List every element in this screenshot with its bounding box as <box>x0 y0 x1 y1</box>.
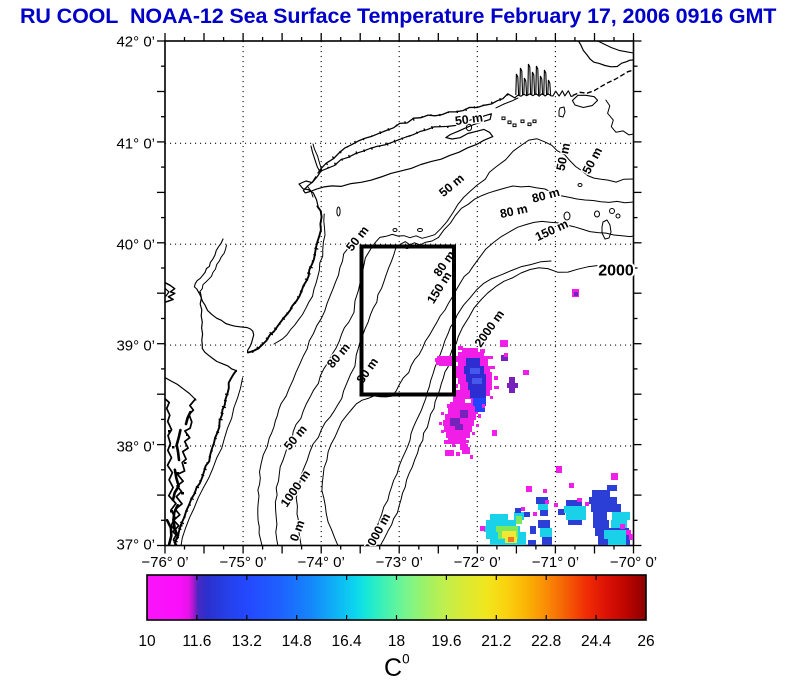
svg-text:42° 0’: 42° 0’ <box>116 33 155 50</box>
svg-text:10: 10 <box>138 633 156 650</box>
svg-text:37° 0’: 37° 0’ <box>116 536 155 553</box>
svg-text:40° 0’: 40° 0’ <box>116 237 155 254</box>
svg-text:14.8: 14.8 <box>282 633 312 650</box>
svg-text:150 m: 150 m <box>533 217 571 244</box>
svg-text:22.8: 22.8 <box>531 633 561 650</box>
svg-text:−74° 0’: −74° 0’ <box>298 554 345 571</box>
svg-text:80 m: 80 m <box>324 340 353 371</box>
svg-text:−76° 0’: −76° 0’ <box>141 554 188 571</box>
svg-text:41° 0’: 41° 0’ <box>116 136 155 153</box>
svg-text:0 m: 0 m <box>287 518 307 543</box>
svg-text:−75° 0’: −75° 0’ <box>219 554 266 571</box>
svg-text:−73° 0’: −73° 0’ <box>376 554 423 571</box>
svg-text:2000 m: 2000 m <box>361 511 393 554</box>
svg-text:−71° 0’: −71° 0’ <box>532 554 579 571</box>
svg-text:−70° 0’: −70° 0’ <box>610 554 657 571</box>
svg-text:2000: 2000 <box>598 263 634 280</box>
svg-text:19.6: 19.6 <box>431 633 461 650</box>
svg-text:26: 26 <box>637 633 654 650</box>
svg-text:50 m: 50 m <box>554 142 574 172</box>
svg-text:50 m: 50 m <box>281 422 310 453</box>
svg-text:24.4: 24.4 <box>581 633 612 650</box>
svg-text:−72° 0’: −72° 0’ <box>454 554 501 571</box>
svg-text:16.4: 16.4 <box>332 633 363 650</box>
svg-text:50 m: 50 m <box>454 110 484 128</box>
svg-text:18: 18 <box>388 633 405 650</box>
svg-text:11.6: 11.6 <box>182 633 211 650</box>
svg-text:38° 0’: 38° 0’ <box>116 438 155 455</box>
svg-text:80 m: 80 m <box>354 355 382 386</box>
svg-text:C0: C0 <box>384 652 410 680</box>
svg-text:21.2: 21.2 <box>481 633 511 650</box>
svg-text:50 m: 50 m <box>580 145 606 176</box>
svg-text:80 m: 80 m <box>499 201 529 221</box>
svg-text:1000 m: 1000 m <box>278 467 313 509</box>
svg-text:13.2: 13.2 <box>232 633 262 650</box>
svg-text:50 m: 50 m <box>436 171 467 200</box>
svg-text:39° 0’: 39° 0’ <box>116 337 155 354</box>
svg-text:50 m: 50 m <box>343 223 371 254</box>
